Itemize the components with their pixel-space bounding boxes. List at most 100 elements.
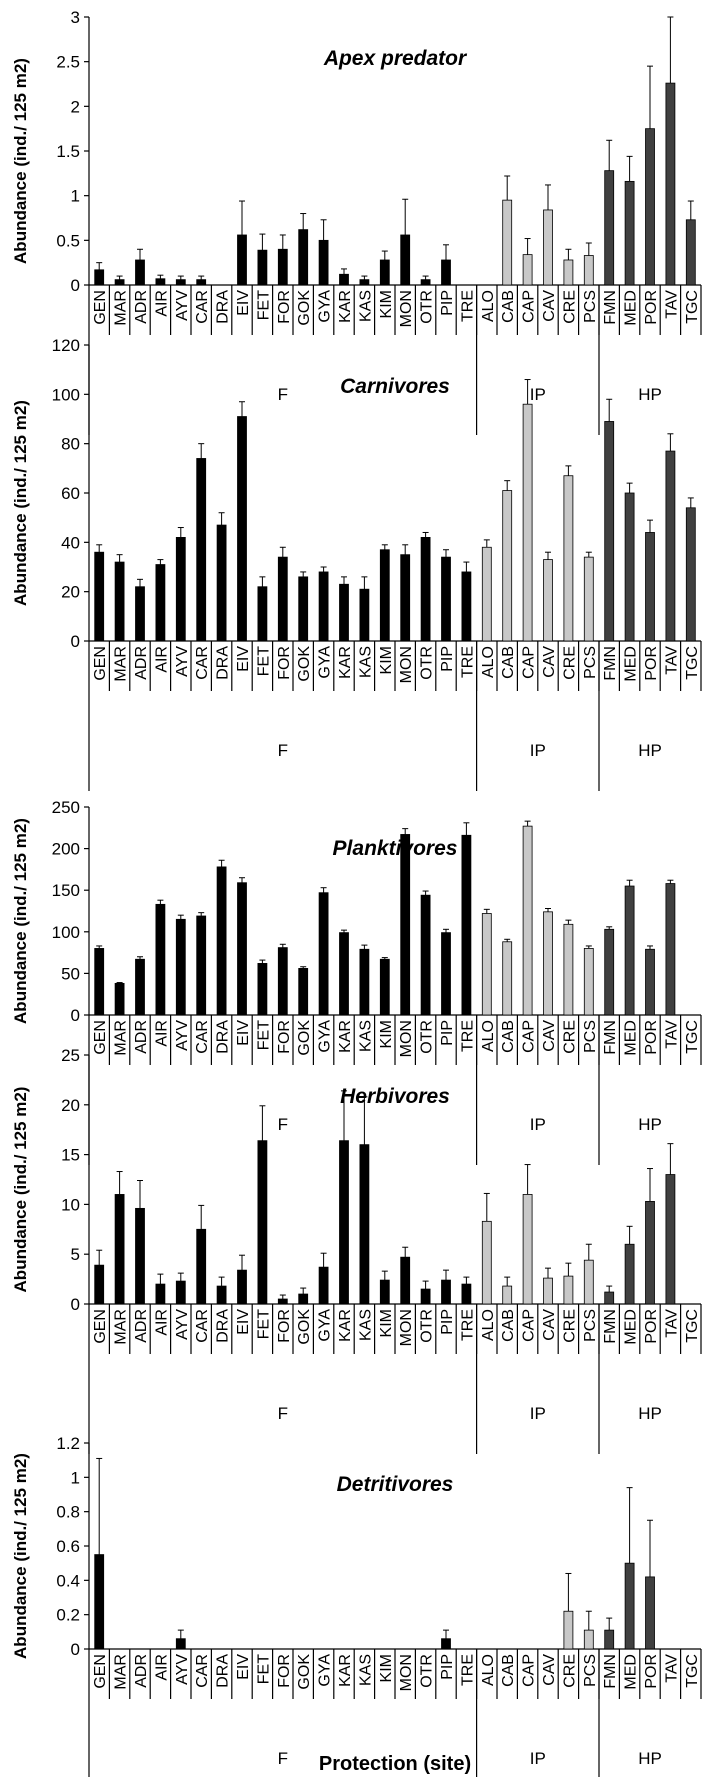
y-tick-label: 0.6 bbox=[56, 1537, 80, 1556]
bar-fet bbox=[257, 963, 268, 1016]
bar-tav bbox=[665, 82, 676, 286]
group-label: IP bbox=[530, 1749, 546, 1768]
chart-panel-1: 0 0.5 1 1.5 2 2.5 3 Abundance (ind./ 125 m2) Ape… bbox=[11, 8, 702, 435]
category-label: AIR bbox=[153, 646, 170, 673]
bar-ayv bbox=[175, 537, 186, 642]
category-label: CAR bbox=[194, 290, 211, 324]
category-label: CRE bbox=[561, 1654, 578, 1688]
category-label: AIR bbox=[153, 1654, 170, 1681]
category-label: MAR bbox=[113, 1309, 130, 1345]
bar-eiv bbox=[237, 882, 247, 1016]
category-label: MAR bbox=[113, 1654, 130, 1690]
category-label: OTR bbox=[419, 1654, 436, 1688]
bar-mon bbox=[400, 834, 411, 1016]
bar-dra bbox=[216, 1285, 227, 1305]
y-tick-label: 200 bbox=[52, 840, 80, 859]
bar-fmn bbox=[604, 928, 615, 1016]
bar-gok bbox=[298, 576, 309, 642]
bar-gya bbox=[318, 892, 329, 1016]
category-label: TRE bbox=[459, 1309, 476, 1341]
y-axis-label: Abundance (ind./ 125 m2) bbox=[11, 818, 30, 1024]
category-label: KIM bbox=[378, 1020, 395, 1048]
category-label: MAR bbox=[113, 1020, 130, 1056]
bar-tav bbox=[665, 883, 676, 1016]
bar-alo bbox=[481, 1220, 492, 1305]
bar-tre bbox=[461, 834, 472, 1016]
category-label: ALO bbox=[480, 1654, 497, 1686]
bar-cav bbox=[543, 911, 553, 1016]
bar-for bbox=[277, 1298, 288, 1305]
bar-kas bbox=[359, 948, 370, 1016]
group-label: F bbox=[278, 1115, 288, 1134]
category-label: CAP bbox=[521, 1654, 538, 1687]
bar-for bbox=[277, 248, 288, 286]
y-axis-label: Abundance (ind./ 125 m2) bbox=[11, 400, 30, 606]
bar-otr bbox=[420, 1288, 431, 1305]
category-label: GEN bbox=[92, 1020, 109, 1055]
category-label: AYV bbox=[174, 1654, 191, 1685]
group-label: F bbox=[278, 741, 288, 760]
x-axis-title: Protection (site) bbox=[319, 1753, 471, 1775]
y-tick-label: 0.4 bbox=[56, 1571, 80, 1590]
bar-pcs bbox=[583, 1629, 594, 1650]
bar-kim bbox=[379, 549, 390, 642]
category-label: ADR bbox=[133, 290, 150, 324]
bar-gya bbox=[318, 1266, 329, 1305]
category-label: FET bbox=[255, 1020, 272, 1050]
category-label: ALO bbox=[480, 1020, 497, 1052]
category-label: FOR bbox=[276, 1309, 293, 1343]
bar-gok bbox=[298, 1293, 309, 1305]
bar-otr bbox=[420, 279, 431, 286]
bar-ayv bbox=[175, 1280, 186, 1305]
category-label: FET bbox=[255, 290, 272, 320]
category-label: AIR bbox=[153, 1020, 170, 1047]
category-label: PIP bbox=[439, 1654, 456, 1680]
category-label: AYV bbox=[174, 1309, 191, 1340]
group-label: HP bbox=[638, 385, 662, 404]
y-tick-label: 80 bbox=[61, 435, 80, 454]
category-label: OTR bbox=[419, 646, 436, 680]
bar-kim bbox=[379, 958, 390, 1016]
category-label: CAP bbox=[521, 1309, 538, 1342]
category-label: KAR bbox=[337, 646, 354, 679]
bar-otr bbox=[420, 894, 431, 1016]
category-label: FMN bbox=[602, 1309, 619, 1344]
bar-eiv bbox=[237, 1269, 247, 1305]
bar-car bbox=[196, 279, 207, 286]
bar-med bbox=[624, 885, 635, 1016]
bar-kar bbox=[339, 273, 349, 286]
chart-title: Apex predator bbox=[323, 47, 468, 70]
category-label: DRA bbox=[215, 290, 232, 324]
bar-alo bbox=[481, 546, 492, 642]
bar-ayv bbox=[175, 1638, 186, 1650]
chart-panel-2: 0 20 40 60 80 100 120 Abundance (ind./ 125 m2) C… bbox=[11, 336, 702, 791]
y-tick-label: 60 bbox=[61, 484, 80, 503]
group-label: HP bbox=[638, 1749, 662, 1768]
bar-mar bbox=[114, 1194, 125, 1305]
category-label: ALO bbox=[480, 290, 497, 322]
category-label: AIR bbox=[153, 1309, 170, 1336]
category-label: CAV bbox=[541, 646, 558, 678]
category-label: GYA bbox=[317, 1654, 334, 1687]
bar-cab bbox=[502, 199, 513, 286]
category-label: DRA bbox=[215, 1654, 232, 1688]
category-label: OTR bbox=[419, 290, 436, 324]
category-label: KAR bbox=[337, 290, 354, 323]
group-label: IP bbox=[530, 1115, 546, 1134]
category-label: AYV bbox=[174, 646, 191, 677]
bar-por bbox=[645, 948, 655, 1016]
bar-cre bbox=[563, 259, 574, 286]
bar-gen bbox=[94, 1554, 105, 1650]
category-label: FOR bbox=[276, 1020, 293, 1054]
category-label: CRE bbox=[561, 290, 578, 324]
bar-cap bbox=[522, 825, 533, 1016]
category-label: CAV bbox=[541, 1020, 558, 1052]
bar-pcs bbox=[583, 948, 594, 1016]
category-label: KAS bbox=[357, 1309, 374, 1341]
category-label: MED bbox=[623, 290, 640, 326]
group-label: HP bbox=[638, 1404, 662, 1423]
category-label: KIM bbox=[378, 1309, 395, 1337]
category-label: ALO bbox=[480, 1309, 497, 1341]
category-label: CAP bbox=[521, 290, 538, 323]
bar-pip bbox=[441, 932, 451, 1016]
